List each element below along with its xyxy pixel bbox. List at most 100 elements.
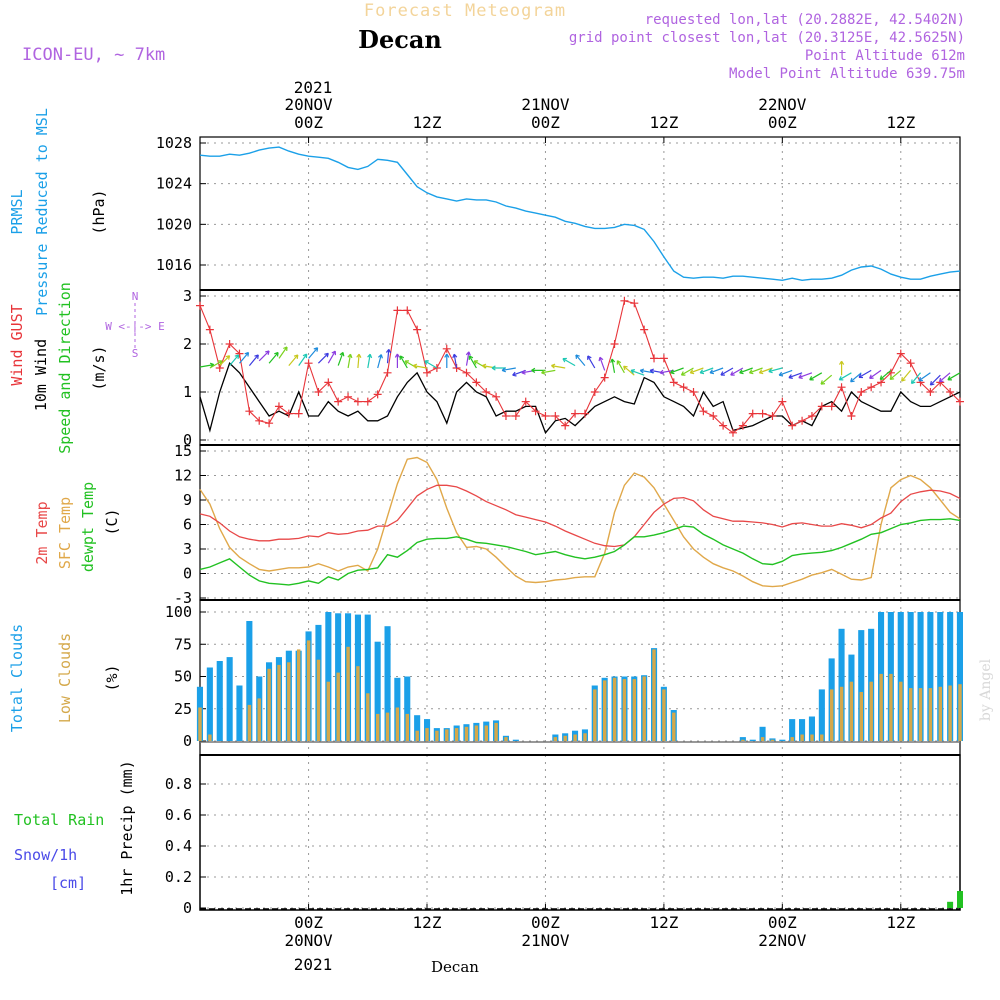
dewpoint-line <box>199 518 961 586</box>
legend-total-rain: Total Rain <box>14 811 104 829</box>
gust-marker <box>837 383 846 392</box>
wind-direction-arrow <box>356 353 362 369</box>
total-cloud-bar <box>818 689 825 741</box>
wind-direction-arrow <box>869 369 882 379</box>
low-cloud-bar <box>820 734 824 741</box>
year-label-top: 2021 <box>294 78 333 97</box>
y-tick-label: 75 <box>174 635 192 653</box>
wind-direction-arrow <box>670 367 684 375</box>
total-cloud-bar <box>206 667 213 741</box>
y-tick-label: 1016 <box>156 256 192 274</box>
gust-marker <box>669 378 678 387</box>
wind-ylabel-gust: Wind GUST <box>8 304 26 385</box>
gust-marker <box>344 392 353 401</box>
top-day-label: 20NOV <box>284 95 333 114</box>
pressure-ylabel-1: PRMSL <box>8 189 26 234</box>
y-tick-label: 6 <box>183 516 192 534</box>
wind-direction-arrow <box>399 355 408 369</box>
total-cloud-bar <box>838 628 845 741</box>
wind-direction-arrow <box>219 355 231 367</box>
gust-marker <box>867 383 876 392</box>
low-cloud-bar <box>267 668 271 741</box>
low-cloud-bar <box>899 681 903 741</box>
compass-south: S <box>132 347 139 360</box>
wind-direction-arrow <box>278 346 288 359</box>
clouds-ylabel-total: Total Clouds <box>8 624 26 732</box>
wind-direction-arrow <box>838 372 852 381</box>
top-day-label: 22NOV <box>758 95 807 114</box>
gust-marker <box>748 409 757 418</box>
gust-marker <box>363 397 372 406</box>
low-cloud-bar <box>928 688 933 741</box>
wind-gust-line <box>199 300 961 434</box>
total-cloud-bar <box>226 657 233 741</box>
total-cloud-bar <box>384 626 391 741</box>
low-cloud-bar <box>800 734 804 741</box>
low-cloud-bar <box>415 730 419 741</box>
total-cloud-bar <box>907 612 914 741</box>
wind-direction-arrow <box>720 367 734 376</box>
rain-bar <box>947 901 954 908</box>
rain-bar <box>957 891 963 908</box>
gust-marker <box>284 409 293 418</box>
wind-direction-arrow <box>748 367 763 375</box>
y-tick-label: 15 <box>174 442 192 460</box>
low-cloud-bar <box>405 713 409 741</box>
wind-ylabel-direction: Speed and Direction <box>56 282 74 454</box>
wind-direction-arrow <box>598 356 606 371</box>
low-cloud-bar <box>198 707 202 741</box>
wind-direction-arrow <box>288 354 299 366</box>
y-tick-label: 3 <box>183 540 192 558</box>
wind-direction-arrow <box>630 369 645 376</box>
gust-marker <box>561 421 570 430</box>
total-cloud-bar <box>789 719 796 741</box>
wind-direction-arrow <box>809 372 823 381</box>
low-cloud-bar <box>297 649 301 741</box>
y-tick-label: 0.8 <box>165 775 192 793</box>
top-hour-label: 00Z <box>294 113 323 132</box>
wind-direction-arrow <box>452 353 458 369</box>
model-label: ICON-EU, ~ 7km <box>22 45 165 65</box>
total-cloud-bar <box>956 612 963 741</box>
gust-marker <box>600 373 609 382</box>
total-cloud-bar <box>216 661 223 741</box>
gust-marker <box>472 378 481 387</box>
low-cloud-bar <box>889 673 893 741</box>
gust-marker <box>255 416 264 425</box>
gust-marker <box>353 397 362 406</box>
wind-direction-arrow <box>699 367 714 375</box>
top-hour-label: 00Z <box>768 113 797 132</box>
wind-direction-arrow <box>709 367 724 375</box>
gust-marker <box>462 368 471 377</box>
gust-marker <box>245 407 254 416</box>
low-cloud-bar <box>445 729 449 741</box>
low-cloud-bar <box>563 735 567 741</box>
panel-frame-precip <box>199 754 961 911</box>
gust-marker <box>541 412 550 420</box>
gust-marker <box>334 397 343 406</box>
y-tick-label: 0 <box>183 899 192 917</box>
gust-marker <box>482 388 491 396</box>
wind-direction-arrow <box>551 363 566 369</box>
gust-marker <box>383 368 392 377</box>
y-tick-label: 12 <box>174 467 192 485</box>
gust-marker <box>393 306 402 315</box>
wind-direction-arrow <box>768 367 783 374</box>
total-cloud-bar <box>246 621 253 741</box>
top-hour-label: 12Z <box>886 113 915 132</box>
footer-station: Decan <box>431 958 479 976</box>
total-cloud-bar <box>749 739 756 741</box>
wind-direction-arrow <box>778 369 793 377</box>
wind-direction-arrow <box>689 367 704 375</box>
total-cloud-bar <box>512 739 519 741</box>
top-hour-label: 12Z <box>413 113 442 132</box>
gust-marker <box>709 412 718 420</box>
low-cloud-bar <box>909 688 913 741</box>
gust-marker <box>689 388 698 396</box>
low-cloud-bar <box>474 725 479 741</box>
bottom-day-label: 22NOV <box>758 931 807 950</box>
wind-direction-arrow <box>367 353 373 369</box>
total-cloud-bar <box>937 612 944 741</box>
low-cloud-bar <box>632 679 636 741</box>
gust-marker <box>265 419 274 428</box>
